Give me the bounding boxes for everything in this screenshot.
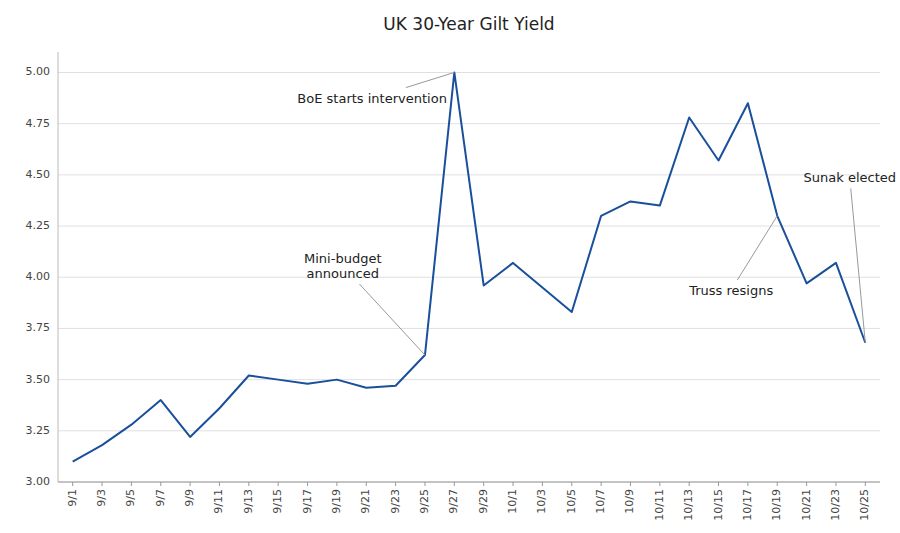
yield-line	[73, 72, 866, 461]
x-tick-label: 9/15	[271, 489, 284, 514]
x-tick-label: 10/21	[800, 489, 813, 521]
y-axis-line	[58, 52, 59, 482]
x-tick-label: 10/25	[858, 489, 871, 521]
x-tick-label: 9/23	[389, 489, 402, 514]
grid-line	[58, 123, 880, 124]
x-tick	[689, 482, 690, 486]
x-tick-label: 10/1	[506, 489, 519, 514]
x-tick-label: 9/21	[359, 489, 372, 514]
x-tick-label: 10/3	[535, 489, 548, 514]
x-tick-label: 9/3	[95, 489, 108, 507]
x-tick-label: 10/13	[682, 489, 695, 521]
x-tick	[219, 482, 220, 486]
x-tick	[307, 482, 308, 486]
x-tick-label: 10/15	[712, 489, 725, 521]
x-tick	[630, 482, 631, 486]
x-tick-label: 10/23	[829, 489, 842, 521]
x-tick-label: 9/7	[154, 489, 167, 507]
annotation: Truss resigns	[688, 283, 773, 298]
x-tick	[454, 482, 455, 486]
x-tick	[865, 482, 866, 486]
annotation-arrow	[406, 72, 455, 87]
grid-line	[58, 226, 880, 227]
x-tick-label: 10/17	[741, 489, 754, 521]
chart: UK 30-Year Gilt Yield 3.00 3.25 3.50 3.75 4.0…	[0, 0, 900, 533]
grid-line	[58, 379, 880, 380]
x-tick-label: 9/25	[418, 489, 431, 514]
y-tick-label: 4.50	[26, 168, 51, 181]
y-tick-label: 3.00	[26, 475, 51, 488]
x-tick	[513, 482, 514, 486]
grid-line	[58, 277, 880, 278]
title: UK 30-Year Gilt Yield	[383, 14, 554, 34]
x-tick	[483, 482, 484, 486]
annotation-arrow	[359, 284, 425, 355]
x-tick	[777, 482, 778, 486]
x-tick	[659, 482, 660, 486]
x-tick-label: 9/27	[447, 489, 460, 514]
x-tick-label: 9/17	[301, 489, 314, 514]
x-tick	[601, 482, 602, 486]
y-grid	[58, 72, 880, 482]
x-tick	[542, 482, 543, 486]
grid-line	[58, 430, 880, 431]
grid-line	[58, 482, 880, 483]
x-tick-label: 10/7	[594, 489, 607, 514]
x-tick-label: 9/1	[66, 489, 79, 507]
x-tick	[72, 482, 73, 486]
y-tick-label: 3.50	[26, 373, 51, 386]
y-tick-label: 4.25	[26, 219, 51, 232]
x-tick	[571, 482, 572, 486]
x-tick	[424, 482, 425, 486]
x-tick	[190, 482, 191, 486]
annotation: Sunak elected	[804, 170, 896, 185]
x-tick-label: 9/5	[124, 489, 137, 507]
x-tick	[102, 482, 103, 486]
x-tick-label: 10/5	[565, 489, 578, 514]
x-tick	[835, 482, 836, 486]
x-tick	[366, 482, 367, 486]
y-tick-label: 3.25	[26, 424, 51, 437]
y-tick-label: 3.75	[26, 321, 51, 334]
x-tick	[160, 482, 161, 486]
annotation: BoE starts intervention	[297, 91, 447, 106]
x-tick-label: 9/29	[477, 489, 490, 514]
x-tick-label: 9/9	[183, 489, 196, 507]
x-tick-label: 9/13	[242, 489, 255, 514]
x-tick	[395, 482, 396, 486]
x-tick	[278, 482, 279, 486]
plot-area	[73, 72, 866, 461]
y-tick-label: 5.00	[26, 65, 51, 78]
x-tick-label: 9/11	[212, 489, 225, 514]
grid-line	[58, 72, 880, 73]
x-tick	[747, 482, 748, 486]
annotations: Mini-budgetannounced BoE starts intervent…	[297, 72, 896, 355]
x-tick	[248, 482, 249, 486]
x-tick-label: 10/9	[623, 489, 636, 514]
annotation-arrow	[851, 188, 866, 342]
y-tick-label: 4.00	[26, 270, 51, 283]
annotation-arrow	[737, 216, 777, 280]
x-tick-label: 10/11	[653, 489, 666, 521]
x-axis-line	[58, 482, 880, 483]
x-tick	[718, 482, 719, 486]
x-tick	[336, 482, 337, 486]
x-tick	[131, 482, 132, 486]
x-tick-label: 9/19	[330, 489, 343, 514]
x-tick-label: 10/19	[770, 489, 783, 521]
grid-line	[58, 328, 880, 329]
y-tick-label: 4.75	[26, 117, 51, 130]
x-tick	[806, 482, 807, 486]
background	[0, 0, 900, 533]
annotation: Mini-budgetannounced	[304, 251, 381, 281]
